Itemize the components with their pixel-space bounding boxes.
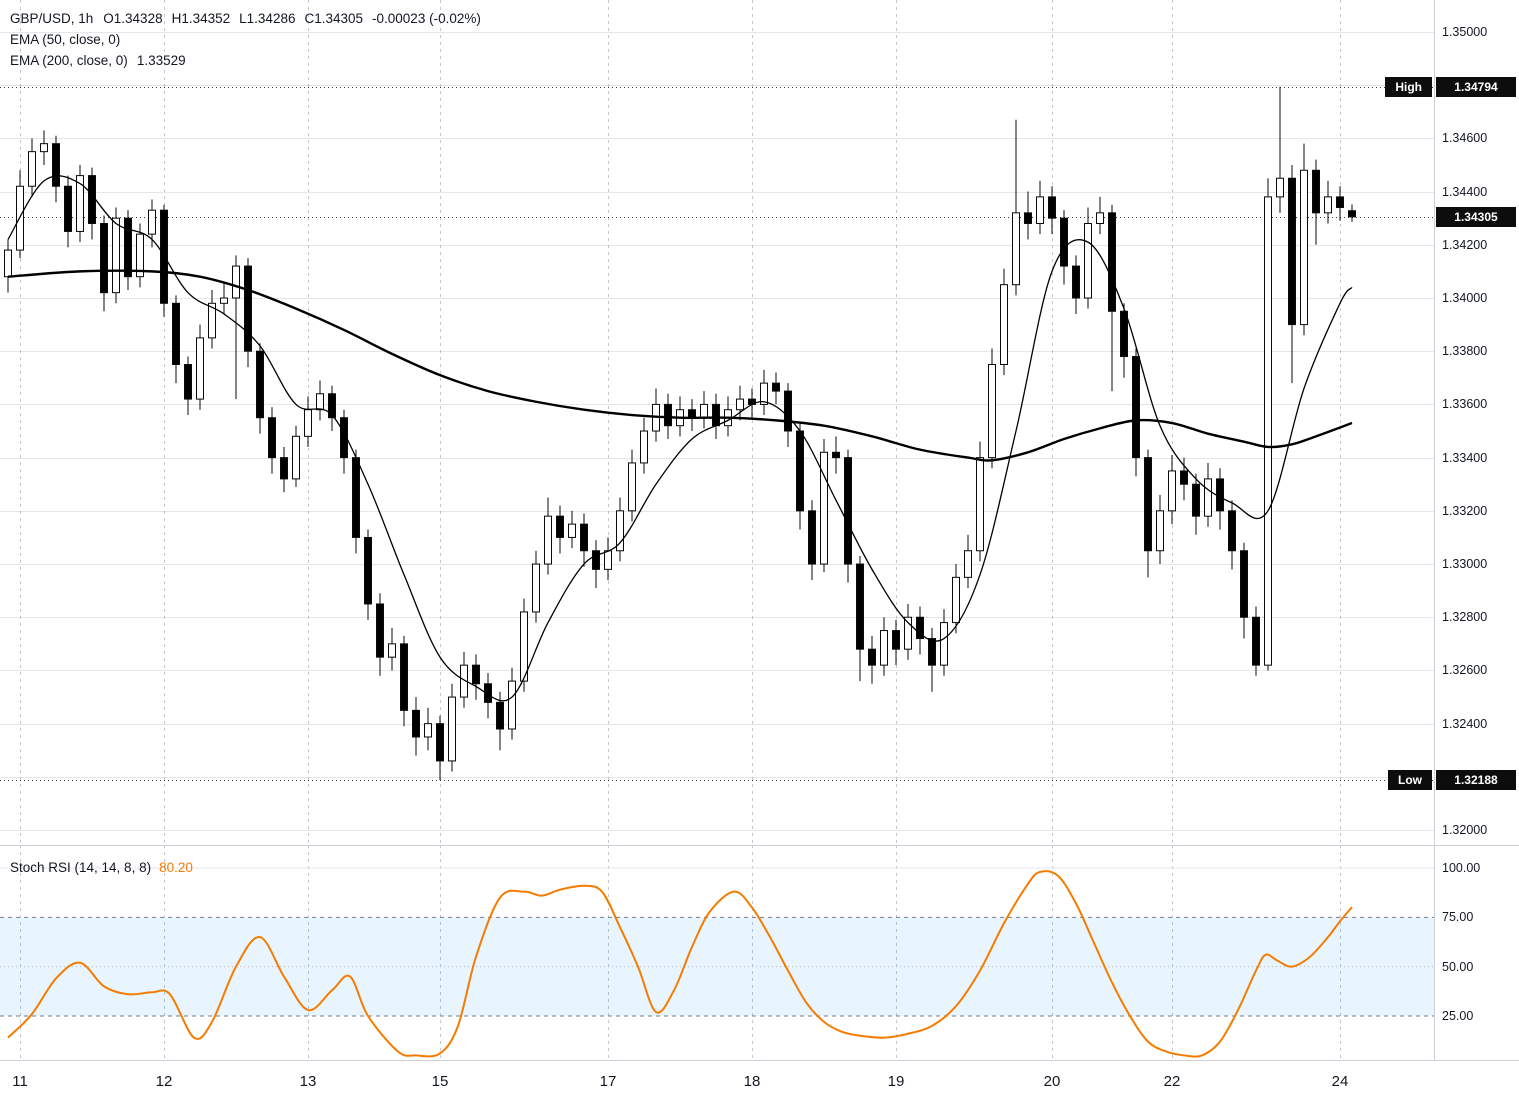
time-axis-label: 22	[1163, 1073, 1181, 1090]
ema200-legend-row[interactable]: EMA (200, close, 0) 1.33529	[10, 50, 490, 71]
price-axis-label: 1.35000	[1442, 24, 1488, 39]
time-axis-border	[0, 1060, 1519, 1061]
time-axis-label: 18	[743, 1073, 761, 1090]
price-axis-label: 1.34600	[1442, 131, 1488, 146]
high-price-badge: 1.34794	[1436, 76, 1516, 97]
symbol-ohlc-row[interactable]: GBP/USD, 1h O1.34328 H1.34352 L1.34286 C1.34…	[10, 8, 490, 29]
price-axis-label: 1.32400	[1442, 716, 1488, 731]
change-value: -0.00023 (-0.02%)	[372, 11, 481, 26]
price-axis-label: 1.33400	[1442, 450, 1488, 465]
time-axis[interactable]	[0, 1060, 1434, 1104]
price-axis-label: 1.32800	[1442, 610, 1488, 625]
stoch-rsi-canvas[interactable]	[0, 845, 1434, 1060]
price-axis-label: 1.33200	[1442, 503, 1488, 518]
price-axis-label: 1.34200	[1442, 237, 1488, 252]
ema200-value: 1.33529	[136, 53, 186, 68]
stoch-value: 80.20	[159, 860, 193, 875]
price-chart-canvas[interactable]	[0, 0, 1434, 845]
price-axis[interactable]	[1434, 0, 1519, 1060]
pane-divider[interactable]	[0, 845, 1519, 846]
time-axis-label: 12	[155, 1073, 173, 1090]
price-axis-label: 1.33600	[1442, 397, 1488, 412]
ema200-label: EMA (200, close, 0)	[10, 53, 128, 68]
time-axis-label: 17	[599, 1073, 617, 1090]
ohlc-open: O1.34328	[103, 11, 163, 26]
ohlc-close: C1.34305	[304, 11, 364, 26]
stoch-axis-label: 25.00	[1442, 1008, 1474, 1023]
price-axis-label: 1.32000	[1442, 823, 1488, 838]
ohlc-high: H1.34352	[171, 11, 231, 26]
price-axis-label: 1.34400	[1442, 184, 1488, 199]
time-axis-label: 15	[431, 1073, 449, 1090]
price-axis-label: 1.32600	[1442, 663, 1488, 678]
ema50-label: EMA (50, close, 0)	[10, 32, 121, 47]
stoch-axis-label: 100.00	[1442, 861, 1481, 875]
time-axis-label: 20	[1043, 1073, 1061, 1090]
stoch-label: Stoch RSI (14, 14, 8, 8)	[10, 860, 152, 875]
time-axis-label: 11	[12, 1073, 28, 1090]
price-axis-label: 1.33000	[1442, 557, 1488, 572]
time-axis-label: 19	[887, 1073, 905, 1090]
price-axis-border	[1434, 0, 1435, 1060]
price-axis-label: 1.34000	[1442, 290, 1488, 305]
main-legend: GBP/USD, 1h O1.34328 H1.34352 L1.34286 C1.34…	[10, 8, 490, 71]
stoch-legend[interactable]: Stoch RSI (14, 14, 8, 8) 80.20	[10, 857, 193, 878]
stoch-axis-label: 75.00	[1442, 910, 1474, 925]
ema50-legend-row[interactable]: EMA (50, close, 0)	[10, 29, 490, 50]
low-price-badge: 1.32188	[1436, 770, 1516, 791]
low-marker-label: Low	[1388, 770, 1432, 791]
stoch-axis-label: 50.00	[1442, 959, 1474, 974]
ohlc-low: L1.34286	[239, 11, 296, 26]
price-axis-label: 1.33800	[1442, 344, 1488, 359]
high-marker-label: High	[1385, 76, 1432, 97]
last-price-badge: 1.34305	[1436, 206, 1516, 227]
symbol-title[interactable]: GBP/USD, 1h	[10, 11, 94, 26]
time-axis-label: 13	[299, 1073, 317, 1090]
time-axis-label: 24	[1331, 1073, 1349, 1090]
